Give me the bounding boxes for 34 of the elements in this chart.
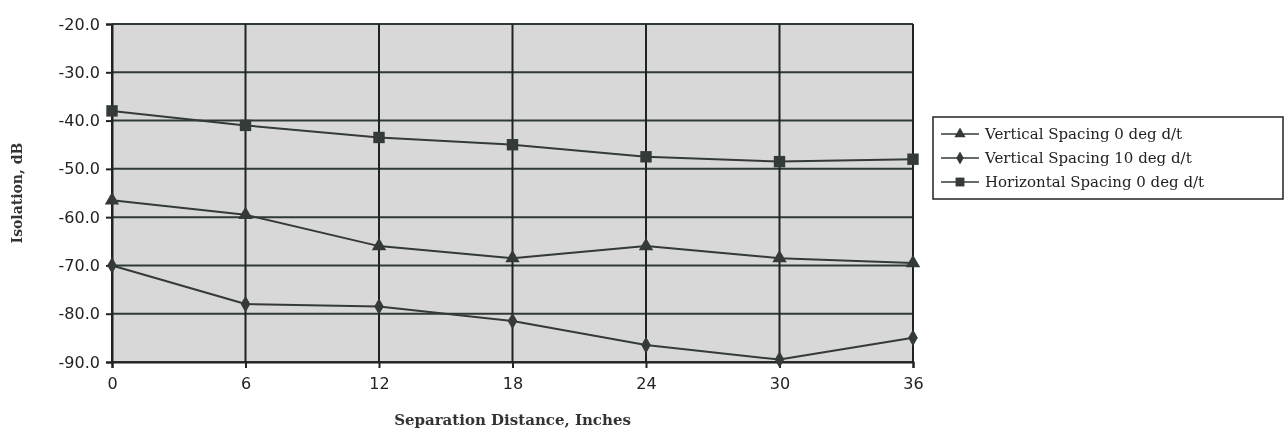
point (238, 206, 253, 219)
point (371, 237, 387, 251)
point (505, 249, 520, 263)
point (773, 155, 786, 168)
x-tick-label: 6 (240, 374, 252, 394)
y-tick-label: -80.0 (58, 304, 100, 324)
x-tick-label: 24 (636, 374, 657, 394)
point (373, 131, 385, 144)
y-tick-label: -90.0 (58, 352, 100, 372)
point (640, 151, 652, 163)
y-tick-label: -20.0 (58, 14, 100, 34)
x-tick-label: 30 (769, 374, 791, 394)
x-tick-label: 36 (903, 374, 924, 394)
point (905, 254, 921, 268)
x-tick-label: 18 (502, 374, 524, 394)
x-tick-label: 12 (369, 374, 390, 394)
point (239, 119, 252, 132)
legend-label: Vertical Spacing 10 deg d/t (984, 149, 1192, 167)
point (907, 153, 919, 165)
y-tick-label: -60.0 (58, 207, 100, 227)
y-tick-label: -40.0 (58, 111, 100, 131)
point (104, 191, 120, 205)
point (106, 105, 118, 117)
x-tick-label: 0 (107, 374, 118, 394)
point (506, 139, 519, 151)
point (772, 249, 787, 263)
y-tick-label: -70.0 (58, 256, 100, 276)
legend-label: Horizontal Spacing 0 deg d/t (985, 173, 1205, 191)
y-tick-label: -50.0 (58, 159, 100, 179)
point (638, 237, 654, 251)
legend-label: Vertical Spacing 0 deg d/t (984, 125, 1183, 143)
x-axis-title: Separation Distance, Inches (394, 411, 631, 429)
y-axis-title: Isolation, dB (9, 142, 25, 244)
y-tick-label: -30.0 (58, 62, 100, 82)
